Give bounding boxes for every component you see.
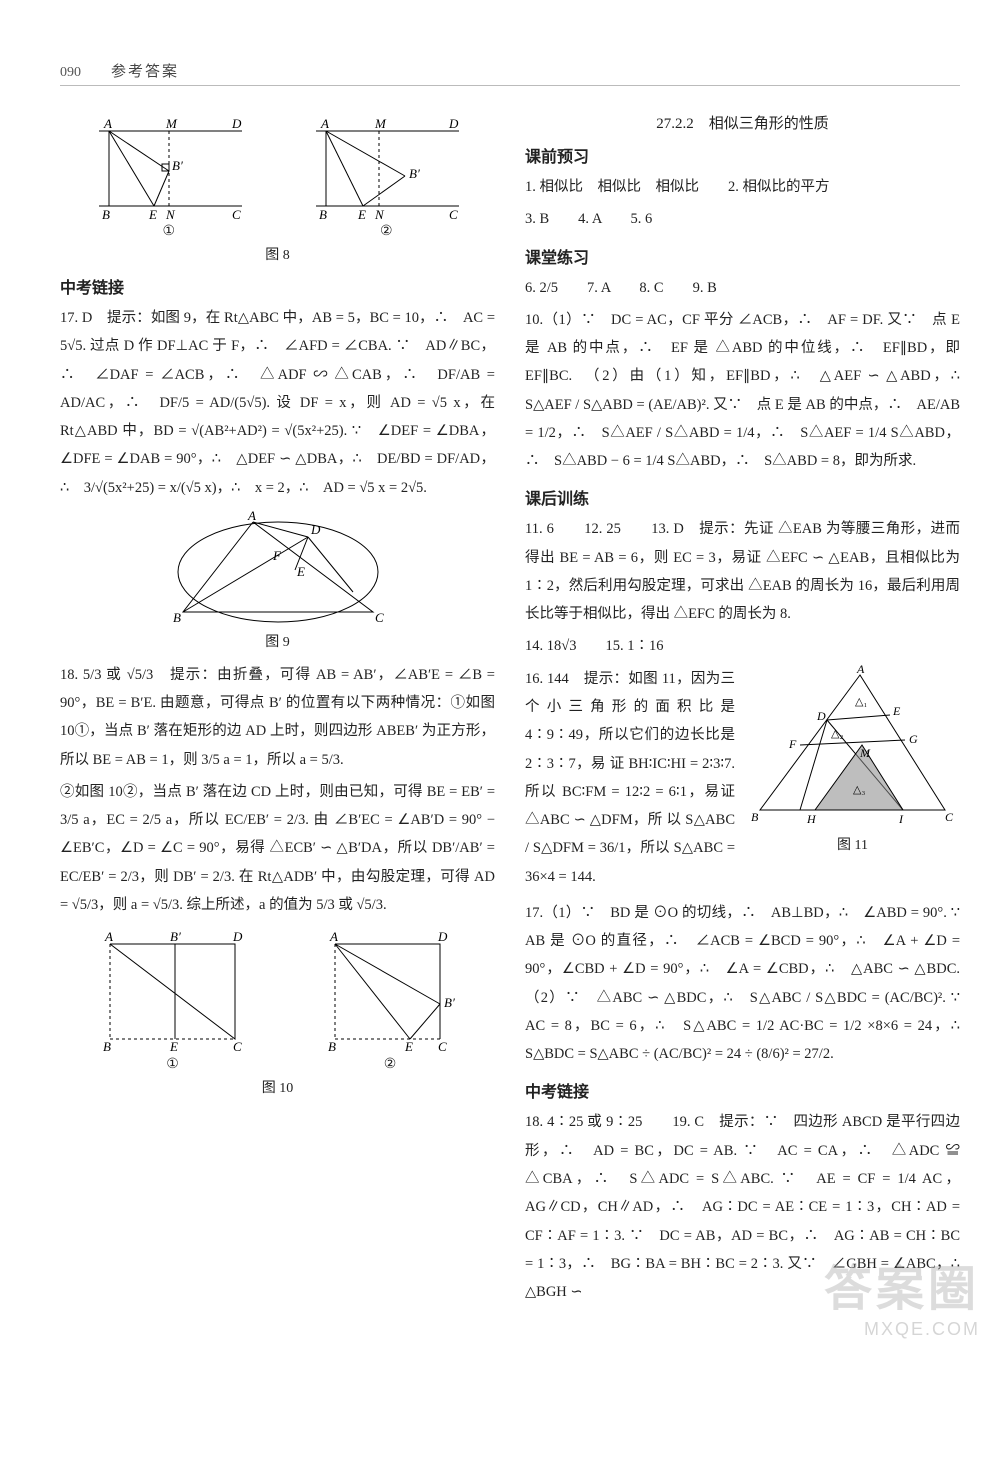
svg-text:G: G — [909, 732, 918, 746]
figure-10-svg-1: A B′ D B E C — [95, 929, 250, 1054]
svg-text:A: A — [329, 929, 338, 944]
svg-text:C: C — [945, 810, 954, 824]
figure-11-caption: 图 11 — [745, 834, 960, 854]
problem-14-15: 14. 18√3 15. 1∶16 — [525, 632, 960, 660]
figure-8-caption: 图 8 — [60, 244, 495, 264]
svg-text:A: A — [856, 662, 865, 676]
svg-text:M: M — [165, 116, 178, 131]
svg-text:B′: B′ — [170, 929, 181, 944]
figure-10-sub1: ① — [166, 1056, 179, 1073]
kehou-title: 课后训练 — [525, 485, 960, 509]
svg-text:M: M — [859, 746, 871, 760]
svg-text:M: M — [374, 116, 387, 131]
figure-10-panel-1: A B′ D B E C ① — [95, 929, 250, 1073]
svg-text:B′: B′ — [444, 995, 455, 1010]
section-number: 27.2.2 相似三角形的性质 — [525, 112, 960, 133]
svg-text:F: F — [272, 548, 282, 563]
zhongkao-title-left: 中考链接 — [60, 274, 495, 298]
ketang-line1: 6. 2/5 7. A 8. C 9. B — [525, 274, 960, 302]
svg-text:C: C — [233, 1039, 242, 1054]
svg-text:A: A — [103, 116, 112, 131]
svg-text:B′: B′ — [409, 166, 420, 181]
svg-text:B: B — [103, 1039, 111, 1054]
page-number: 090 — [60, 65, 81, 81]
figure-10-svg-2: A D B′ B E C — [320, 929, 460, 1054]
svg-text:B: B — [328, 1039, 336, 1054]
problem-18-19: 18. 4∶25 或 9∶25 19. C 提示：∵ 四边形 ABCD 是平行四… — [525, 1108, 960, 1306]
left-column: AMD B′ BENC ① — [60, 106, 495, 1310]
svg-text:N: N — [165, 207, 176, 222]
problem-17-left: 17. D 提示：如图 9，在 Rt△ABC 中，AB = 5，BC = 10，… — [60, 304, 495, 502]
figure-10: A B′ D B E C ① — [60, 929, 495, 1073]
svg-text:F: F — [788, 737, 797, 751]
figure-10-caption: 图 10 — [60, 1077, 495, 1097]
right-column: 27.2.2 相似三角形的性质 课前预习 1. 相似比 相似比 相似比 2. 相… — [525, 106, 960, 1310]
svg-text:H: H — [806, 812, 817, 826]
svg-text:E: E — [404, 1039, 413, 1054]
svg-text:A: A — [320, 116, 329, 131]
figure-11: A D E F G M B H I C △₁ △₂ △₃ 图 11 — [745, 665, 960, 864]
keqian-line2: 3. B 4. A 5. 6 — [525, 205, 960, 233]
svg-text:B′: B′ — [172, 158, 183, 173]
figure-8-sub1: ① — [162, 223, 175, 240]
svg-text:△₃: △₃ — [853, 784, 865, 796]
keqian-title: 课前预习 — [525, 143, 960, 167]
figure-9-caption: 图 9 — [60, 631, 495, 651]
problem-18a-left: 18. 5/3 或 √5/3 提示：由折叠，可得 AB = AB′，∠AB′E … — [60, 661, 495, 774]
svg-text:D: D — [448, 116, 459, 131]
svg-text:B: B — [102, 207, 110, 222]
ketang-title: 课堂练习 — [525, 244, 960, 268]
svg-text:A: A — [247, 508, 256, 523]
svg-text:N: N — [374, 207, 385, 222]
figure-9-svg: AD FE BC — [153, 512, 403, 627]
figure-8-svg-1: A M D B′ B EN C — [94, 116, 244, 221]
svg-text:D: D — [231, 116, 242, 131]
figure-10-sub2: ② — [384, 1056, 397, 1073]
figure-10-panel-2: A D B′ B E C ② — [320, 929, 460, 1073]
figure-8-panel-2: A M D B′ B EN C ② — [311, 116, 461, 240]
watermark-small: MXQE.COM — [824, 1319, 980, 1340]
svg-text:I: I — [898, 812, 904, 826]
svg-text:D: D — [437, 929, 448, 944]
figure-8-panel-1: A M D B′ B EN C ① — [94, 116, 244, 240]
svg-text:D: D — [310, 522, 321, 537]
svg-text:B: B — [173, 610, 181, 625]
svg-text:B: B — [751, 810, 759, 824]
problem-10-right: 10.（1）∵ DC = AC，CF 平分 ∠ACB，∴ AF = DF. 又∵… — [525, 306, 960, 476]
svg-text:E: E — [169, 1039, 178, 1054]
svg-text:△₂: △₂ — [831, 728, 843, 740]
keqian-line1: 1. 相似比 相似比 相似比 2. 相似比的平方 — [525, 173, 960, 201]
svg-text:C: C — [438, 1039, 447, 1054]
figure-8-svg-2: A M D B′ B EN C — [311, 116, 461, 221]
figure-9: AD FE BC — [60, 512, 495, 627]
page-header: 090 参考答案 — [60, 60, 960, 86]
header-title: 参考答案 — [111, 60, 179, 81]
svg-text:△₁: △₁ — [855, 696, 867, 708]
svg-text:E: E — [148, 207, 157, 222]
zhongkao-title-right: 中考链接 — [525, 1078, 960, 1102]
figure-8: AMD B′ BENC ① — [60, 116, 495, 240]
problem-18b-left: ②如图 10②，当点 B′ 落在边 CD 上时，则由已知，可得 BE = EB′… — [60, 778, 495, 919]
figure-8-sub2: ② — [380, 223, 393, 240]
svg-text:E: E — [296, 564, 305, 579]
svg-text:E: E — [892, 704, 901, 718]
svg-text:D: D — [232, 929, 243, 944]
two-column-layout: AMD B′ BENC ① — [60, 106, 960, 1310]
figure-11-svg: A D E F G M B H I C △₁ △₂ △₃ — [745, 665, 960, 825]
svg-text:A: A — [104, 929, 113, 944]
svg-text:D: D — [816, 709, 826, 723]
svg-text:C: C — [375, 610, 384, 625]
svg-text:E: E — [357, 207, 366, 222]
svg-text:C: C — [449, 207, 458, 222]
svg-text:B: B — [319, 207, 327, 222]
problem-17-right: 17.（1）∵ BD 是 ⊙O 的切线，∴ AB⊥BD，∴ ∠ABD = 90°… — [525, 899, 960, 1069]
svg-text:C: C — [232, 207, 241, 222]
problem-11-13: 11. 6 12. 25 13. D 提示：先证 △EAB 为等腰三角形，进而得… — [525, 515, 960, 628]
